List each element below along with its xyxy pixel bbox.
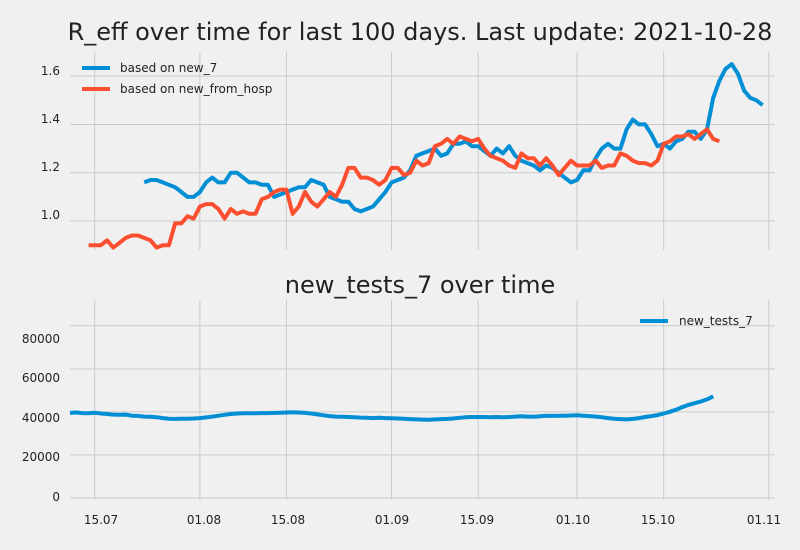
bottom-chart: new_tests_7 over time 0 20000 40000 6000… xyxy=(22,271,775,504)
x-tick-15-10: 15.10 xyxy=(641,513,675,527)
x-tick-01-11: 01.11 xyxy=(747,513,781,527)
top-legend: based on new_7 based on new_from_hosp xyxy=(82,61,272,96)
bottom-gridlines xyxy=(70,300,775,500)
legend-label-new-from-hosp: based on new_from_hosp xyxy=(120,82,272,96)
bottom-y-tick-60000: 60000 xyxy=(22,371,60,385)
top-y-ticks: 1.0 1.2 1.4 1.6 xyxy=(41,64,60,222)
x-tick-15-09: 15.09 xyxy=(460,513,494,527)
x-tick-15-07: 15.07 xyxy=(84,513,118,527)
top-chart-title: R_eff over time for last 100 days. Last … xyxy=(68,18,773,46)
legend-label-new-7: based on new_7 xyxy=(120,61,217,75)
x-tick-15-08: 15.08 xyxy=(271,513,305,527)
top-series-lines xyxy=(88,62,764,250)
top-gridlines xyxy=(70,52,775,250)
bottom-y-tick-0: 0 xyxy=(52,490,60,504)
x-tick-01-10: 01.10 xyxy=(556,513,590,527)
top-series-line-1 xyxy=(88,127,721,250)
top-y-tick-1.6: 1.6 xyxy=(41,64,60,78)
top-y-tick-1.2: 1.2 xyxy=(41,160,60,174)
top-chart: R_eff over time for last 100 days. Last … xyxy=(41,18,775,250)
legend-label-new-tests-7: new_tests_7 xyxy=(679,314,753,328)
bottom-legend: new_tests_7 xyxy=(640,314,753,328)
x-ticks: 15.07 01.08 15.08 01.09 15.09 01.10 15.1… xyxy=(84,513,781,527)
bottom-series-lines xyxy=(69,394,715,422)
bottom-chart-title: new_tests_7 over time xyxy=(285,271,555,299)
top-y-tick-1.0: 1.0 xyxy=(41,208,60,222)
x-tick-01-09: 01.09 xyxy=(375,513,409,527)
bottom-y-ticks: 0 20000 40000 60000 80000 xyxy=(22,332,60,504)
bottom-y-tick-40000: 40000 xyxy=(22,411,60,425)
top-y-tick-1.4: 1.4 xyxy=(41,112,60,126)
bottom-y-tick-80000: 80000 xyxy=(22,332,60,346)
x-tick-01-08: 01.08 xyxy=(187,513,221,527)
bottom-y-tick-20000: 20000 xyxy=(22,450,60,464)
bottom-series-line-0 xyxy=(69,394,715,422)
